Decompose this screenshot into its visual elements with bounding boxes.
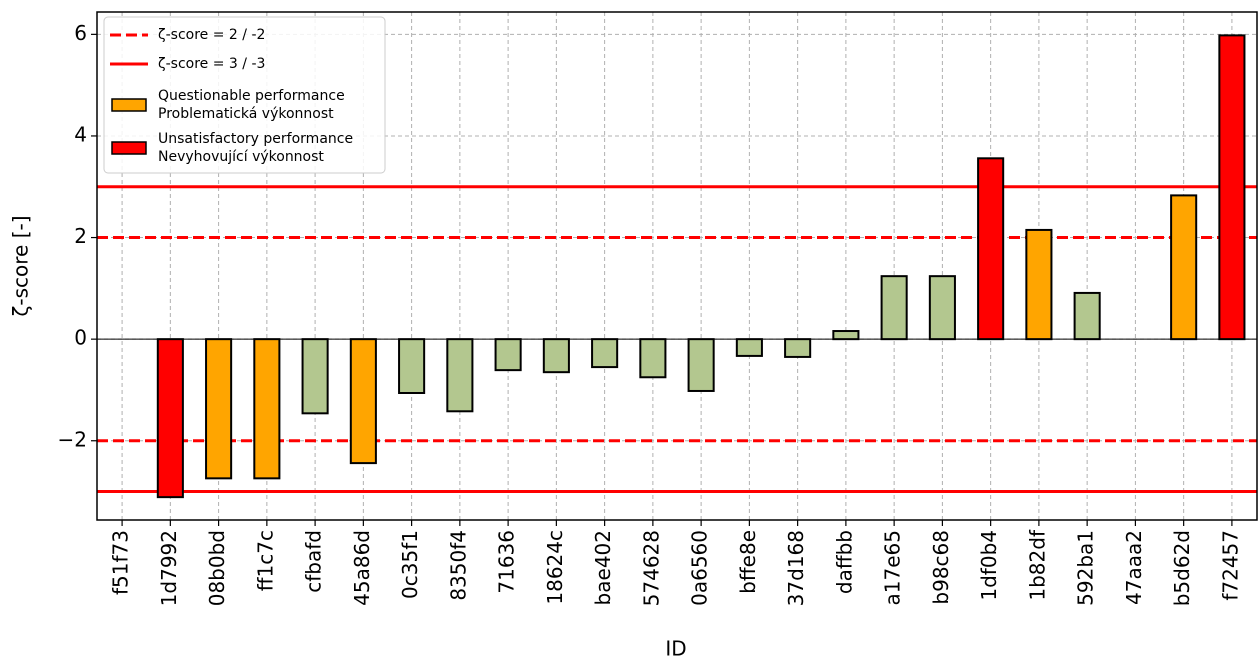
bar bbox=[542, 338, 570, 374]
bar bbox=[205, 338, 233, 480]
y-tick-label: 0 bbox=[74, 326, 87, 350]
bar bbox=[446, 338, 474, 413]
y-axis-label: ζ-score [-] bbox=[9, 215, 33, 316]
legend-label: Problematická výkonnost bbox=[158, 106, 334, 122]
x-tick-label: f72457 bbox=[1218, 530, 1242, 601]
x-tick-label: 71636 bbox=[495, 530, 519, 594]
bar bbox=[928, 275, 956, 341]
x-tick-label: b5d62d bbox=[1170, 530, 1194, 606]
bar bbox=[832, 330, 860, 341]
legend-label: Questionable performance bbox=[158, 88, 345, 104]
legend-swatch bbox=[111, 98, 147, 112]
bar bbox=[977, 157, 1005, 341]
legend-label: Nevyhovující výkonnost bbox=[158, 149, 324, 165]
y-tick-label: −2 bbox=[58, 427, 87, 451]
x-tick-label: 592ba1 bbox=[1074, 530, 1098, 606]
x-tick-label: 37d168 bbox=[784, 530, 808, 606]
x-tick-label: daffbb bbox=[832, 530, 856, 594]
legend-swatch bbox=[111, 141, 147, 155]
x-tick-label: b98c68 bbox=[929, 530, 953, 605]
x-axis-label: ID bbox=[665, 637, 686, 661]
x-tick-label: 1d7992 bbox=[157, 530, 181, 606]
bar bbox=[591, 338, 619, 369]
y-tick-label: 4 bbox=[74, 122, 87, 146]
bar bbox=[253, 338, 281, 480]
x-tick-label: 45a86d bbox=[350, 530, 374, 606]
x-tick-label: 18624c bbox=[543, 530, 567, 605]
y-tick-label: 2 bbox=[74, 224, 87, 248]
x-tick-label: 08b0bd bbox=[205, 530, 229, 606]
legend-label: ζ-score = 3 / -3 bbox=[158, 56, 265, 72]
x-tick-label: 47aaa2 bbox=[1122, 530, 1146, 605]
legend: ζ-score = 2 / -2 ζ-score = 3 / -3 Question… bbox=[103, 16, 386, 174]
x-tick-label: cfbafd bbox=[302, 530, 326, 593]
legend-box bbox=[103, 16, 386, 174]
bar bbox=[301, 338, 329, 415]
bar bbox=[639, 338, 667, 379]
x-tick-label: f51f73 bbox=[109, 530, 133, 595]
bar bbox=[880, 275, 908, 341]
x-tick-label: ff1c7c bbox=[253, 530, 277, 591]
bar bbox=[687, 338, 715, 392]
legend-label: Unsatisfactory performance bbox=[158, 131, 353, 147]
x-tick-label: 1df0b4 bbox=[977, 530, 1001, 601]
bar bbox=[494, 338, 522, 372]
x-tick-label: a17e65 bbox=[881, 530, 905, 605]
bar bbox=[349, 338, 377, 465]
bar bbox=[1170, 194, 1198, 341]
x-tick-label: 574628 bbox=[639, 530, 663, 606]
x-tick-label: 0a6560 bbox=[688, 530, 712, 606]
bar bbox=[1025, 228, 1053, 341]
x-tick-label: bae402 bbox=[591, 530, 615, 605]
x-tick-label: 8350f4 bbox=[446, 530, 470, 601]
x-tick-label: 0c35f1 bbox=[398, 530, 422, 599]
y-tick-label: 6 bbox=[74, 21, 87, 45]
legend-label: ζ-score = 2 / -2 bbox=[158, 27, 265, 43]
plot-frame bbox=[96, 11, 1258, 521]
bar bbox=[1073, 291, 1101, 341]
x-tick-label: 1b82df bbox=[1025, 529, 1049, 601]
bar bbox=[784, 338, 812, 358]
x-tick-label: bffe8e bbox=[736, 530, 760, 594]
bar bbox=[156, 338, 184, 499]
bar bbox=[1218, 34, 1246, 341]
bar bbox=[735, 338, 763, 357]
bar bbox=[398, 338, 426, 395]
